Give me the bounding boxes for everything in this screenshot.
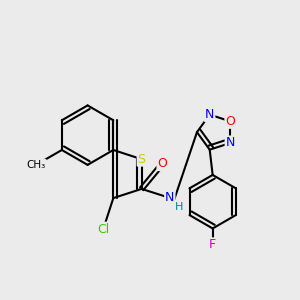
Text: S: S xyxy=(138,153,146,166)
Text: N: N xyxy=(226,136,235,149)
Text: Cl: Cl xyxy=(97,223,109,236)
Text: H: H xyxy=(175,202,183,212)
Text: F: F xyxy=(209,238,216,251)
Text: N: N xyxy=(165,191,175,204)
Text: N: N xyxy=(205,108,214,121)
Text: O: O xyxy=(158,157,167,170)
Text: CH₃: CH₃ xyxy=(26,160,46,170)
Text: O: O xyxy=(225,115,235,128)
